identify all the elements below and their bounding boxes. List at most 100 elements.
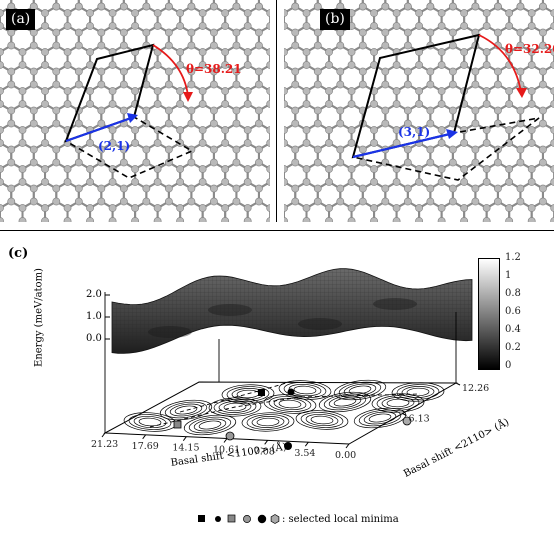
atom [438, 204, 445, 211]
atom [483, 100, 490, 107]
atom [528, 61, 535, 68]
atom [109, 22, 116, 29]
surface-valley [373, 298, 417, 310]
atom [539, 29, 546, 36]
colorbar-tick: 0.2 [505, 342, 521, 353]
atom [75, 3, 82, 10]
atom [210, 120, 217, 127]
atom [325, 48, 332, 55]
atom [98, 81, 105, 88]
atom [131, 22, 138, 29]
atom [64, 178, 71, 185]
atom [165, 198, 172, 205]
panel-c-label: (c) [8, 246, 28, 261]
atom [53, 107, 60, 114]
graphene-lattice-a: (2,1)θ=38.21 [0, 0, 270, 222]
atom [348, 48, 355, 55]
atom [348, 139, 355, 146]
rotation-arrow-head [516, 88, 527, 98]
atom [539, 120, 546, 127]
atom [461, 61, 468, 68]
atom [53, 29, 60, 36]
atom [131, 204, 138, 211]
atom [154, 204, 161, 211]
atom [199, 217, 206, 222]
atom [53, 81, 60, 88]
atom [233, 42, 240, 49]
atom [19, 165, 26, 172]
atom [539, 198, 546, 205]
atom [449, 107, 456, 114]
atom [348, 100, 355, 107]
atom [41, 139, 48, 146]
horizontal-rule [0, 230, 554, 231]
atom [314, 120, 321, 127]
atom [314, 42, 321, 49]
atom [120, 185, 127, 192]
atom [41, 87, 48, 94]
atom [131, 217, 138, 222]
atom [348, 204, 355, 211]
atom [528, 87, 535, 94]
atom [30, 146, 37, 153]
atom [255, 107, 262, 114]
atom [359, 198, 366, 205]
atom [359, 68, 366, 75]
atom [449, 159, 456, 166]
atom [382, 29, 389, 36]
atom [427, 198, 434, 205]
legend-markers [198, 515, 279, 524]
atom [292, 107, 299, 114]
atom [165, 42, 172, 49]
atom [438, 126, 445, 133]
z-axis-label: Energy (meV/atom) [34, 263, 45, 373]
x-tick-label: 14.15 [172, 443, 199, 454]
atom [325, 178, 332, 185]
atom [75, 120, 82, 127]
atom [143, 146, 150, 153]
atom [292, 198, 299, 205]
atom [303, 100, 310, 107]
atom [131, 61, 138, 68]
atom [86, 165, 93, 172]
atom [337, 81, 344, 88]
atom [154, 22, 161, 29]
atom [177, 178, 184, 185]
atom [210, 146, 217, 153]
atom [393, 61, 400, 68]
atom [438, 165, 445, 172]
atom [415, 9, 422, 16]
energy-surface [112, 269, 472, 354]
atom [382, 107, 389, 114]
atom [75, 42, 82, 49]
z-tick-1: 1.0 [86, 311, 102, 322]
atom [165, 81, 172, 88]
atom [539, 81, 546, 88]
atom [154, 61, 161, 68]
surface-valley [298, 318, 342, 330]
atom [188, 81, 195, 88]
atom [120, 3, 127, 10]
atom [337, 68, 344, 75]
atom [177, 22, 184, 29]
atom [314, 185, 321, 192]
atom [427, 68, 434, 75]
atom [449, 185, 456, 192]
atom [370, 204, 377, 211]
atom [75, 81, 82, 88]
atom [210, 107, 217, 114]
atom [233, 146, 240, 153]
colorbar-tick: 0.4 [505, 324, 521, 335]
atom [404, 185, 411, 192]
atom [382, 81, 389, 88]
atom [359, 3, 366, 10]
atom [337, 185, 344, 192]
atom [483, 9, 490, 16]
atom [120, 81, 127, 88]
atom [517, 29, 524, 36]
atom [244, 126, 251, 133]
atom [75, 198, 82, 205]
atom [30, 68, 37, 75]
atom [8, 42, 15, 49]
atom [382, 68, 389, 75]
